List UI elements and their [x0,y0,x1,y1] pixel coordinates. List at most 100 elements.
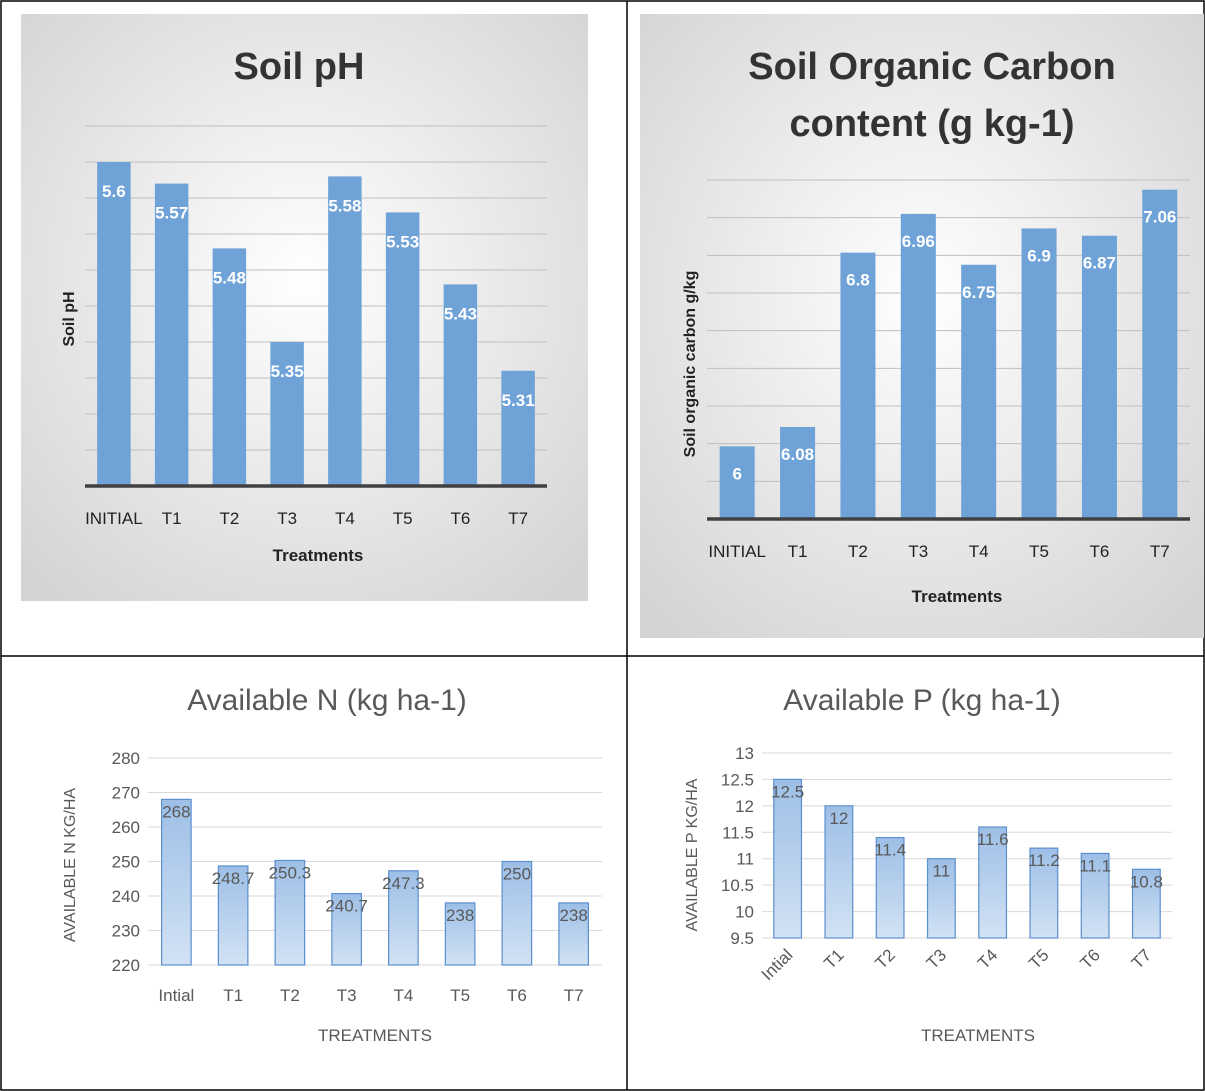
data-label: 5.43 [444,304,477,323]
bar [961,264,997,519]
y-tick-label: 10 [735,903,754,922]
data-label: 5.6 [102,182,126,201]
bar [385,212,420,486]
data-label: 250.3 [269,863,312,882]
bar [1029,847,1059,939]
y-tick-label: 260 [112,818,140,837]
y-tick-label: 12.5 [721,770,754,789]
x-axis-label: TREATMENTS [921,1026,1035,1045]
data-label: 248.7 [212,869,255,888]
bar [217,865,249,966]
data-label: 7.06 [1143,208,1176,227]
bar [1080,852,1110,939]
bar [270,342,304,486]
bar [1131,868,1161,939]
data-label: 12 [829,809,848,828]
data-label: 6.87 [1083,254,1116,273]
chart-title: Available N (kg ha-1) [187,684,467,717]
x-tick-label: T6 [1076,945,1103,972]
available-p-svg: Available P (kg ha-1) AVAILABLE P KG/HA … [684,684,1172,1045]
data-label: 5.48 [213,268,246,287]
bar [558,902,589,966]
chart-title: Available P (kg ha-1) [783,684,1060,717]
bar [328,176,362,486]
bar [388,870,419,966]
x-tick-label: T5 [393,509,413,528]
data-label: 240.7 [325,897,368,916]
chart-title-line2: content (g kg-1) [790,103,1075,145]
y-tick-label: 220 [112,956,140,975]
data-label: 11.6 [977,830,1009,849]
y-axis-label: AVAILABLE P KG/HA [684,778,701,931]
bar [773,778,803,939]
bar [97,162,131,486]
x-tick-label: T6 [507,986,527,1005]
y-tick-label: 13 [735,744,754,763]
bar [161,798,192,966]
data-label: 247.3 [382,874,425,893]
x-tick-label: T7 [1128,945,1155,972]
y-tick-label: 240 [112,887,140,906]
bar [978,826,1008,939]
y-tick-label: 270 [112,784,140,803]
x-tick-label: INITIAL [85,509,143,528]
x-tick-label: T2 [848,542,868,561]
chart-soil-ph: Soil pH Soil pH Treatments 5.6 INITIAL 5.5… [21,14,588,601]
bar [212,248,247,486]
x-tick-label: T3 [277,509,297,528]
x-tick-label: T3 [923,945,950,972]
x-tick-label: T4 [335,509,355,528]
x-tick-label: T1 [162,509,182,528]
y-tick-label: 11.5 [722,823,754,842]
x-axis-label: TREATMENTS [318,1026,432,1045]
data-label: 6.75 [962,283,995,302]
x-tick-label: Intial [158,986,194,1005]
chart-title: Soil pH [234,46,365,88]
bar [1142,189,1178,519]
x-tick-label: T3 [337,986,357,1005]
soil-organic-carbon-svg: Soil Organic Carbon content (g kg-1) Soi… [640,14,1204,638]
y-axis-label: Soil pH [61,291,78,346]
data-label: 6.9 [1027,246,1051,265]
x-tick-label: Intial [758,945,797,984]
x-axis-label: Treatments [912,587,1003,606]
x-tick-label: T2 [280,986,300,1005]
bar [875,836,905,939]
chart-available-p: Available P (kg ha-1) AVAILABLE P KG/HA … [660,665,1200,1065]
data-label: 10.8 [1130,872,1163,891]
data-label: 12.5 [771,782,804,801]
chart-title-line1: Soil Organic Carbon [748,46,1115,88]
x-tick-label: T3 [908,542,928,561]
x-tick-label: T2 [219,509,239,528]
x-tick-label: T5 [1025,945,1052,972]
x-tick-label: INITIAL [708,542,766,561]
x-axis-label: Treatments [273,546,364,565]
bar [824,805,854,939]
bar [501,370,535,486]
soil-ph-svg: Soil pH Soil pH Treatments 5.6 INITIAL 5.5… [21,14,588,601]
bar [331,892,362,966]
bar [719,446,755,519]
bar [900,213,936,519]
x-tick-label: T6 [450,509,470,528]
y-tick-label: 230 [112,922,140,941]
x-tick-label: T6 [1090,542,1110,561]
bar [926,858,956,939]
y-axis-label: Soil organic carbon g/kg [682,271,699,458]
available-n-svg: Available N (kg ha-1) AVAILABLE N KG/HA … [62,684,602,1045]
y-axis-label: AVAILABLE N KG/HA [62,788,79,942]
y-tick-label: 280 [112,749,140,768]
x-tick-label: T2 [871,945,898,972]
data-label: 5.35 [271,362,304,381]
x-tick-label: T7 [508,509,528,528]
data-label: 238 [559,906,587,925]
data-label: 11.4 [874,841,906,860]
bar [154,183,189,486]
bar [443,284,478,486]
data-label: 5.58 [328,196,361,215]
data-label: 11.1 [1079,856,1111,875]
y-tick-label: 250 [112,853,140,872]
data-label: 238 [446,906,474,925]
y-tick-label: 11 [736,850,754,869]
